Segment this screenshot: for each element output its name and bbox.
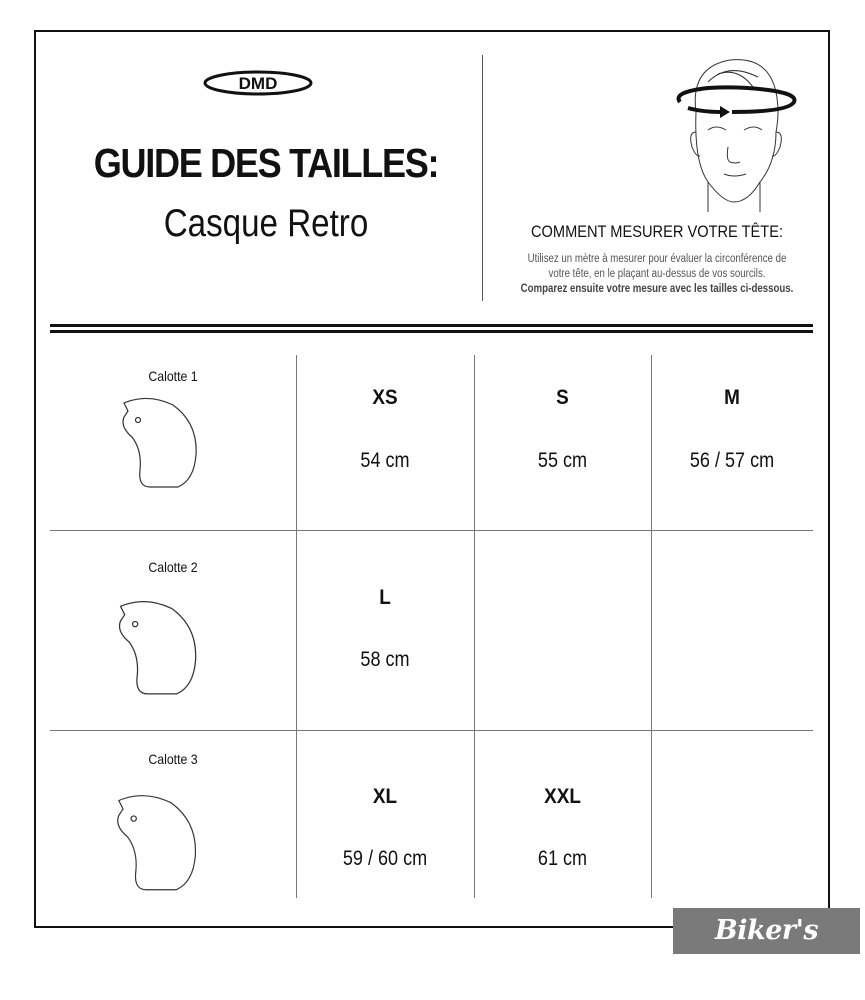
size-label: M [724,386,740,409]
size-label: XL [372,785,398,808]
shell-label: Calotte 1 [148,368,198,384]
column-divider [651,355,652,898]
page-title: GUIDE DES TAILLES: [93,140,440,186]
size-measure: 58 cm [360,648,410,671]
double-rule [50,330,813,333]
divider [482,55,483,301]
row-divider [50,730,813,731]
head-measure-illustration [676,59,797,212]
size-label: L [379,586,391,609]
how-to-line: Utilisez un mètre à mesurer pour évaluer… [527,253,787,265]
row-divider [50,530,813,531]
watermark: Biker's Store [673,908,860,992]
size-label: XXL [544,785,581,808]
size-measure: 55 cm [537,449,588,472]
how-to-line: votre tête, en le plaçant au-dessus de v… [548,268,766,280]
helmet-icon [118,601,197,695]
size-measure: 61 cm [537,847,588,870]
helmet-icon [117,795,197,891]
shell-label: Calotte 2 [148,559,198,575]
how-to-text: Utilisez un mètre à mesurer pour évaluer… [517,252,798,297]
page-frame [34,30,830,928]
size-label: S [556,386,569,409]
column-divider [296,355,297,898]
how-to-emphasis: Comparez ensuite votre mesure avec les t… [520,283,794,295]
shell-label: Calotte 3 [148,751,198,767]
column-divider [474,355,475,898]
helmet-icon [122,397,197,488]
size-measure: 59 / 60 cm [342,847,428,870]
how-to-title: COMMENT MESURER VOTRE TÊTE: [530,222,784,241]
size-label: XS [372,386,398,409]
svg-text:DMD: DMD [239,74,278,93]
dmd-logo: DMD [203,70,313,96]
size-measure: 56 / 57 cm [689,449,775,472]
page-subtitle: Casque Retro [163,202,369,245]
double-rule [50,324,813,327]
size-measure: 54 cm [360,449,410,472]
